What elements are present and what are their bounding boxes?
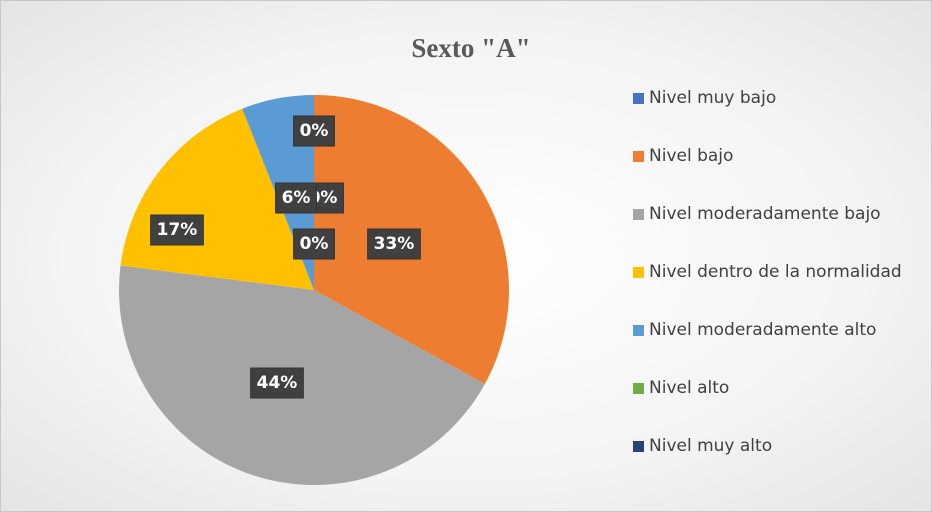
legend-label: Nivel dentro de la normalidad	[649, 262, 902, 282]
data-label-box	[293, 115, 335, 147]
data-label-text: 6%	[282, 188, 311, 208]
legend-entry: Nivel moderadamente bajo	[633, 201, 881, 227]
data-label: 0%	[293, 228, 335, 260]
legend-swatch	[633, 151, 644, 162]
legend-label: Nivel alto	[649, 378, 730, 398]
legend-entry: Nivel muy bajo	[633, 85, 776, 111]
chart-title: Sexto "A"	[411, 33, 530, 63]
data-label: 17%	[150, 214, 204, 246]
data-label-text: 33%	[374, 234, 415, 254]
data-label-box	[293, 228, 335, 260]
data-label: 44%	[250, 367, 304, 399]
legend-entry: Nivel moderadamente alto	[633, 317, 876, 343]
legend-label: Nivel moderadamente bajo	[649, 204, 881, 224]
data-label-box	[275, 182, 317, 214]
data-label-text: 17%	[157, 220, 198, 240]
data-label: 33%	[367, 228, 421, 260]
slices	[119, 95, 509, 485]
data-label-text: 0%	[300, 234, 329, 254]
legend-label: Nivel muy bajo	[649, 88, 777, 108]
legend-entry: Nivel alto	[633, 375, 729, 401]
data-label-text: 44%	[257, 373, 298, 393]
legend-entry: Nivel muy alto	[633, 433, 772, 459]
legend-label: Nivel bajo	[649, 146, 734, 166]
legend-label: Nivel muy alto	[649, 436, 773, 456]
legend-swatch	[633, 383, 644, 394]
data-label-text: 0%	[300, 121, 329, 141]
data-label: 6%	[275, 182, 317, 214]
legend-swatch	[633, 93, 644, 104]
data-label-box	[150, 214, 204, 246]
data-label-box	[367, 228, 421, 260]
data-label: 0%	[293, 115, 335, 147]
legend-swatch	[633, 325, 644, 336]
legend-swatch	[633, 441, 644, 452]
data-label-box	[250, 367, 304, 399]
legend-entry: Nivel bajo	[633, 143, 733, 169]
legend-swatch	[633, 209, 644, 220]
legend-label: Nivel moderadamente alto	[649, 320, 877, 340]
legend-entry: Nivel dentro de la normalidad	[633, 259, 902, 285]
legend-swatch	[633, 267, 644, 278]
